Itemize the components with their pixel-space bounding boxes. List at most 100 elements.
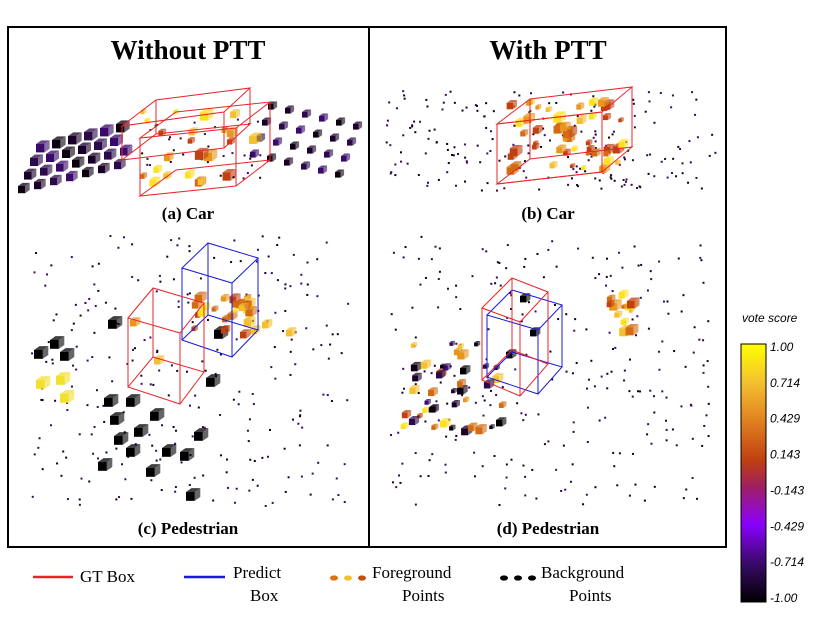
point: [264, 504, 267, 507]
point: [246, 429, 249, 432]
point: [140, 382, 143, 385]
point: [194, 291, 207, 303]
point: [401, 410, 412, 419]
point: [204, 369, 207, 372]
point: [670, 106, 673, 109]
point: [594, 133, 597, 136]
point: [180, 461, 183, 464]
point: [203, 133, 206, 136]
point: [56, 462, 59, 465]
point: [261, 235, 264, 238]
point: [498, 401, 507, 408]
point: [505, 463, 508, 466]
point: [240, 329, 251, 339]
right-panel-title: With PTT: [489, 35, 606, 65]
point: [623, 156, 626, 159]
point: [555, 468, 558, 471]
point: [103, 420, 106, 423]
point: [527, 152, 530, 155]
point: [159, 280, 162, 283]
point: [514, 368, 517, 371]
point: [647, 327, 650, 330]
point: [131, 275, 134, 278]
point: [551, 240, 554, 243]
point: [250, 164, 253, 167]
point: [703, 424, 706, 427]
point: [127, 455, 130, 458]
point: [65, 456, 68, 459]
point: [447, 161, 450, 164]
point: [441, 108, 444, 111]
point: [696, 497, 699, 500]
colorbar-tick-label: -0.429: [770, 519, 804, 533]
point: [219, 353, 222, 356]
predict-box-pedestrian-c: [181, 242, 259, 358]
point: [389, 172, 392, 175]
point: [214, 126, 217, 129]
point: [249, 154, 252, 157]
point: [673, 350, 676, 353]
point: [549, 350, 552, 353]
point: [309, 493, 312, 496]
point: [650, 442, 653, 445]
point: [35, 252, 38, 255]
point: [608, 136, 611, 139]
point: [400, 422, 409, 430]
point: [455, 284, 458, 287]
point: [290, 141, 300, 150]
point: [262, 319, 273, 329]
point: [567, 183, 570, 186]
point: [88, 152, 101, 164]
point: [56, 372, 71, 385]
point: [611, 290, 614, 293]
point: [419, 120, 422, 123]
point: [572, 430, 575, 433]
point: [575, 165, 578, 168]
point: [489, 150, 492, 153]
point: [270, 272, 273, 275]
point: [284, 490, 287, 493]
point: [509, 144, 523, 157]
point: [598, 179, 601, 182]
point: [41, 468, 44, 471]
point: [680, 310, 683, 313]
point: [50, 336, 65, 349]
point: [592, 95, 595, 98]
point: [548, 102, 551, 105]
point: [530, 92, 533, 95]
point: [33, 271, 36, 274]
point: [650, 278, 653, 281]
point: [594, 130, 597, 133]
point: [505, 267, 508, 270]
point: [677, 145, 680, 148]
point: [50, 174, 62, 186]
point: [653, 121, 656, 124]
point: [682, 497, 685, 500]
point: [490, 130, 493, 133]
point: [174, 442, 177, 445]
point: [126, 394, 141, 407]
point: [485, 102, 488, 105]
car-pointcloud-without-ptt: [18, 101, 363, 194]
point: [137, 279, 140, 282]
point: [581, 165, 587, 170]
point: [457, 379, 467, 387]
point: [233, 239, 236, 242]
point: [289, 350, 292, 353]
point: [532, 124, 543, 134]
point: [97, 289, 100, 292]
gt-box-pedestrian-c: [127, 287, 205, 405]
point: [78, 498, 81, 501]
point: [545, 106, 553, 112]
point: [337, 494, 340, 497]
point: [439, 381, 442, 384]
point: [105, 451, 108, 454]
point: [520, 412, 523, 415]
point: [586, 440, 589, 443]
point: [278, 236, 281, 239]
point: [475, 424, 487, 435]
point: [476, 144, 479, 147]
point: [298, 444, 301, 447]
point: [259, 176, 262, 179]
